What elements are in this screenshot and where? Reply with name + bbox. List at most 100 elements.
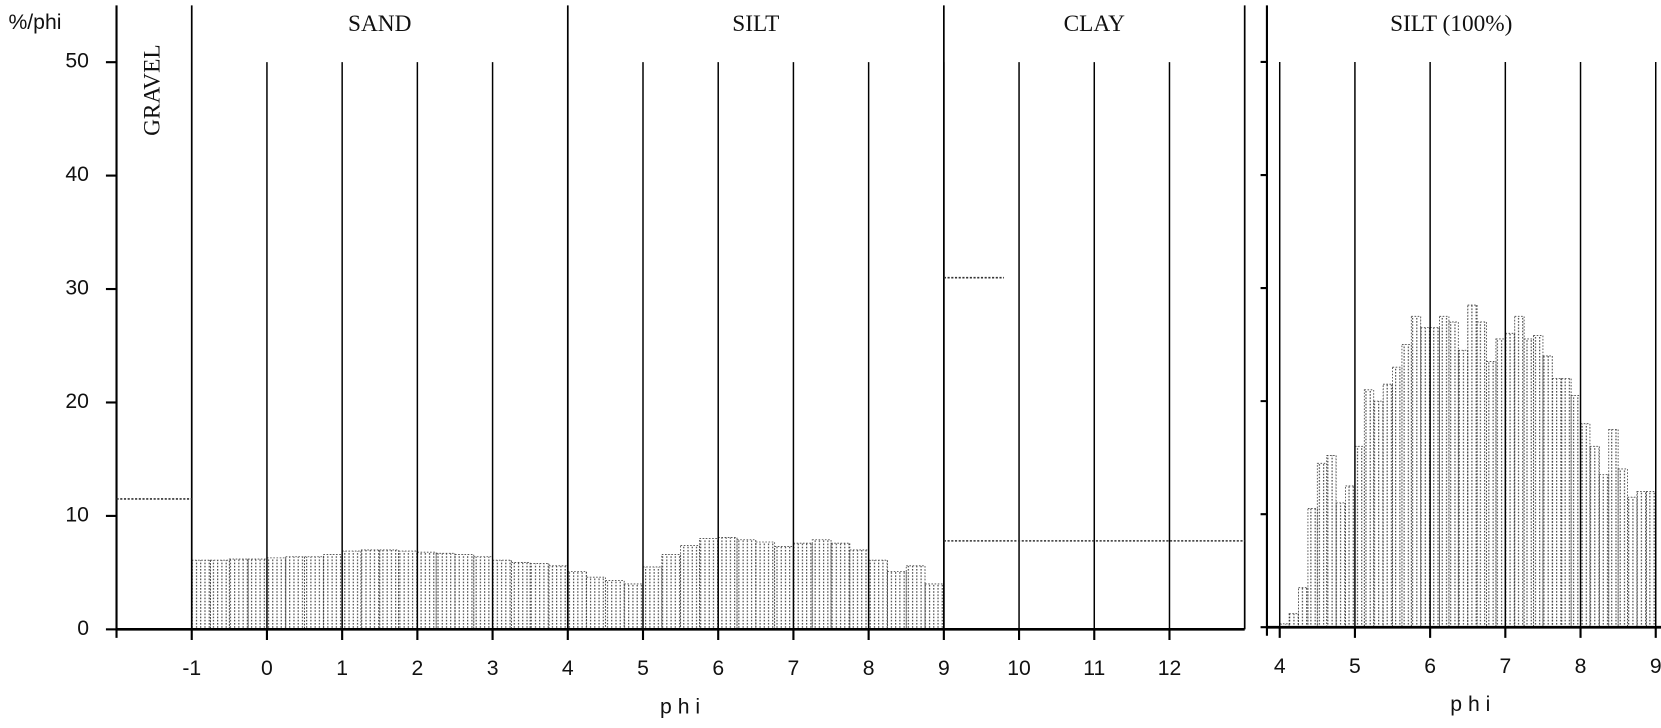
bar bbox=[736, 539, 757, 630]
y-tick-label: 0 bbox=[77, 617, 89, 640]
bar bbox=[1561, 378, 1572, 628]
bar bbox=[604, 580, 625, 630]
bar bbox=[868, 559, 888, 630]
bar bbox=[1486, 361, 1497, 628]
bar bbox=[755, 541, 776, 630]
bar bbox=[1410, 315, 1422, 628]
bar bbox=[492, 559, 512, 630]
bar bbox=[510, 562, 531, 630]
bar bbox=[1316, 462, 1328, 628]
x-tick-label: 2 bbox=[411, 657, 423, 680]
bar bbox=[285, 556, 305, 630]
x-tick-label: 12 bbox=[1158, 657, 1182, 680]
bar bbox=[1542, 355, 1553, 628]
x-tick-label: 0 bbox=[261, 657, 273, 680]
x-tick-label: 7 bbox=[788, 657, 800, 680]
bar bbox=[1382, 383, 1393, 628]
class-label: SILT bbox=[732, 11, 779, 37]
bar bbox=[1627, 496, 1638, 628]
bar bbox=[1504, 332, 1516, 628]
bar bbox=[1298, 587, 1309, 628]
bar bbox=[661, 554, 682, 630]
panel bbox=[105, 5, 1246, 640]
x-tick-label: 9 bbox=[938, 657, 950, 680]
bar bbox=[398, 550, 418, 630]
bar bbox=[341, 550, 362, 630]
bar bbox=[698, 538, 719, 630]
bar bbox=[1589, 445, 1600, 628]
class-label: CLAY bbox=[1064, 11, 1125, 37]
bar bbox=[191, 559, 211, 630]
bar bbox=[1354, 445, 1365, 628]
bar bbox=[304, 556, 324, 630]
bar bbox=[1288, 613, 1299, 628]
bar bbox=[416, 551, 437, 630]
x-tick-label: 4 bbox=[1274, 655, 1286, 678]
bar bbox=[1326, 454, 1337, 628]
y-axis-label: %/phi bbox=[8, 11, 61, 34]
bar bbox=[1617, 468, 1628, 628]
bar bbox=[529, 563, 550, 630]
bar bbox=[1495, 338, 1506, 628]
bar bbox=[1307, 508, 1318, 628]
bar bbox=[680, 544, 700, 630]
bar bbox=[266, 557, 287, 630]
x-tick-label: 6 bbox=[712, 657, 724, 680]
bar bbox=[1335, 502, 1346, 628]
bar bbox=[905, 565, 926, 630]
bar bbox=[642, 566, 663, 630]
bar bbox=[623, 583, 644, 630]
bar bbox=[887, 571, 907, 630]
bar bbox=[717, 537, 738, 630]
x-tick-label: 5 bbox=[1349, 655, 1361, 678]
x-tick-label: 4 bbox=[562, 657, 574, 680]
bar bbox=[1420, 327, 1431, 628]
bar bbox=[567, 571, 588, 630]
bar bbox=[793, 542, 813, 630]
bar bbox=[1636, 491, 1647, 628]
bar bbox=[360, 549, 381, 630]
x-axis-label: p h i bbox=[660, 695, 700, 718]
bar bbox=[247, 558, 268, 630]
bar bbox=[210, 559, 230, 630]
bar bbox=[1551, 378, 1563, 628]
x-tick-label: 10 bbox=[1007, 657, 1031, 680]
bar bbox=[379, 549, 399, 630]
bar bbox=[924, 583, 945, 630]
panel-title: SILT (100%) bbox=[1390, 11, 1512, 37]
bar bbox=[811, 539, 832, 630]
bar bbox=[1523, 338, 1534, 628]
x-tick-label: 8 bbox=[863, 657, 875, 680]
x-tick-label: 1 bbox=[336, 657, 348, 680]
bar bbox=[322, 554, 343, 630]
x-tick-label: 11 bbox=[1083, 657, 1105, 680]
bar bbox=[1514, 315, 1525, 628]
bar bbox=[1345, 485, 1356, 628]
x-tick-label: 9 bbox=[1650, 655, 1661, 678]
bar bbox=[1363, 389, 1375, 628]
bar bbox=[586, 576, 606, 630]
bar bbox=[1608, 428, 1619, 628]
x-tick-label: 6 bbox=[1424, 655, 1436, 678]
x-tick-label: -1 bbox=[182, 657, 201, 680]
bar bbox=[830, 542, 851, 630]
bar bbox=[435, 552, 456, 630]
bar bbox=[849, 549, 870, 630]
bar bbox=[228, 558, 249, 630]
y-tick-label: 20 bbox=[65, 390, 89, 413]
bar bbox=[1467, 304, 1478, 628]
class-label: GRAVEL bbox=[139, 44, 165, 135]
bar bbox=[774, 546, 794, 630]
bar bbox=[1533, 335, 1544, 628]
bar bbox=[1645, 491, 1657, 628]
bar bbox=[548, 565, 569, 630]
y-tick-label: 40 bbox=[65, 163, 89, 186]
y-tick-label: 30 bbox=[65, 277, 89, 300]
x-tick-label: 3 bbox=[487, 657, 499, 680]
bar bbox=[1439, 315, 1450, 628]
bar bbox=[1598, 474, 1610, 628]
bar bbox=[1401, 344, 1412, 628]
bar bbox=[1457, 349, 1469, 628]
bar bbox=[1476, 321, 1487, 628]
